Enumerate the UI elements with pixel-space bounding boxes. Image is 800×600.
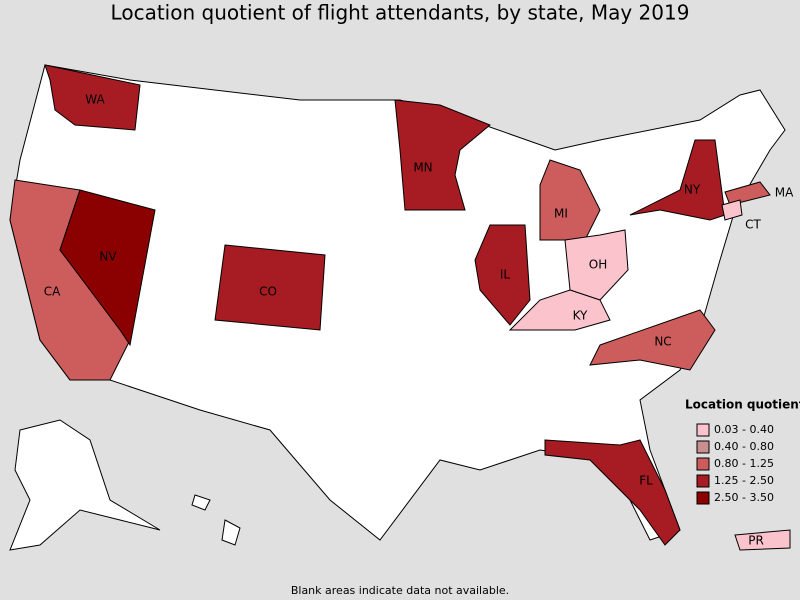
state-label: FL [639, 474, 653, 488]
state-label: KY [573, 309, 588, 323]
state[interactable]: OH [564, 229, 629, 301]
state[interactable]: KY [508, 289, 611, 331]
state[interactable]: WA [44, 64, 141, 131]
state-label: OH [589, 258, 607, 272]
legend-swatch [696, 457, 710, 471]
alaska [9, 419, 161, 551]
state-shape[interactable] [734, 529, 791, 551]
state[interactable]: CT [721, 199, 762, 232]
footnote: Blank areas indicate data not available. [291, 584, 509, 597]
legend-title: Location quotient [685, 398, 800, 412]
state[interactable]: PR [734, 529, 791, 551]
state-shape[interactable] [474, 224, 531, 326]
us-outline [9, 64, 786, 541]
state-shape[interactable] [589, 309, 716, 371]
hawaii [191, 494, 211, 511]
state-label: NV [99, 250, 117, 264]
state-label: MN [413, 161, 432, 175]
state-shape[interactable] [724, 181, 771, 206]
state[interactable]: CO [214, 244, 326, 331]
state-shape[interactable] [508, 289, 611, 331]
state[interactable]: FL [544, 439, 681, 546]
state-label: CT [745, 218, 761, 232]
legend-swatch [696, 474, 710, 488]
title: Location quotient of flight attendants, … [111, 1, 690, 25]
state-label: PR [748, 534, 764, 548]
state[interactable]: MN [394, 99, 491, 211]
state-label: MA [775, 186, 794, 200]
state-shape[interactable] [59, 189, 156, 347]
legend-label: 0.40 - 0.80 [714, 440, 774, 453]
state-label: CO [259, 285, 277, 299]
legend-swatch [696, 491, 710, 505]
legend-label: 1.25 - 2.50 [714, 474, 774, 487]
state-shape[interactable] [214, 244, 326, 331]
state[interactable]: NV [59, 189, 156, 347]
state-label: NY [684, 183, 701, 197]
state-label: CA [44, 285, 61, 299]
state-shape[interactable] [44, 64, 141, 131]
state-label: IL [500, 268, 511, 282]
state[interactable]: MA [724, 181, 794, 206]
state-label: WA [85, 93, 105, 107]
state-shape[interactable] [544, 439, 681, 546]
hawaii [221, 519, 241, 546]
state-shape[interactable] [394, 99, 491, 211]
state-shape[interactable] [629, 139, 726, 221]
legend-label: 2.50 - 3.50 [714, 491, 774, 504]
state-shape[interactable] [721, 199, 743, 221]
state-label: NC [654, 335, 671, 349]
legend: Location quotient 0.03 - 0.40 0.40 - 0.80… [685, 398, 800, 505]
state[interactable]: NY [629, 139, 726, 221]
legend-swatch [696, 423, 710, 437]
state-label: MI [554, 207, 568, 221]
state[interactable]: IL [474, 224, 531, 326]
legend-label: 0.03 - 0.40 [714, 423, 774, 436]
state[interactable]: NC [589, 309, 716, 371]
legend-swatch [696, 440, 710, 454]
legend-label: 0.80 - 1.25 [714, 457, 774, 470]
